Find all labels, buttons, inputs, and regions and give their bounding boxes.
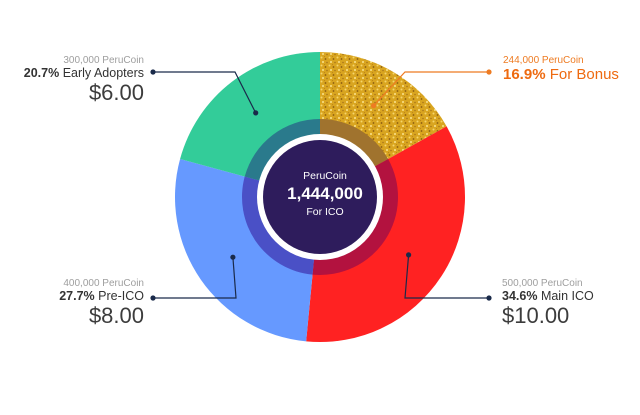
label-early-adopters: 300,000 PeruCoin 20.7% Early Adopters $6…	[24, 55, 144, 106]
percent-name-label: 16.9% For Bonus	[503, 66, 619, 83]
price-label: $8.00	[88, 303, 144, 328]
center-disc	[263, 140, 377, 254]
amount-label: 244,000 PeruCoin	[503, 55, 584, 66]
amount-label: 400,000 PeruCoin	[63, 278, 144, 289]
slice-name: For Bonus	[549, 66, 619, 83]
percent-value: 27.7%	[59, 289, 95, 303]
leader-dot-early-adopters	[150, 69, 156, 75]
leader-dot-main-ico	[486, 295, 492, 301]
leader-line-early-adopters	[153, 71, 257, 114]
slice-name: Main ICO	[540, 289, 594, 303]
leader-dot-pre-ico	[150, 295, 156, 301]
amount-label: 300,000 PeruCoin	[63, 55, 144, 66]
label-pre-ico: 400,000 PeruCoin 27.7% Pre-ICO $8.00	[59, 278, 144, 329]
price-label: $6.00	[88, 80, 144, 105]
center-label: PeruCoin 1,444,000 For ICO	[260, 170, 390, 218]
leader-dot-for-bonus	[371, 103, 377, 109]
amount-label: 500,000 PeruCoin	[502, 278, 583, 289]
percent-value: 20.7%	[23, 66, 60, 80]
percent-name-label: 20.7% Early Adopters	[24, 66, 144, 80]
leader-dot-early-adopters	[253, 110, 259, 116]
percent-value: 34.6%	[502, 289, 538, 303]
slice-name: Early Adopters	[62, 66, 144, 80]
leader-dot-for-bonus	[486, 69, 492, 75]
leader-line-main-ico	[404, 254, 489, 299]
leader-dot-pre-ico	[230, 254, 236, 260]
slice-name: Pre-ICO	[98, 289, 144, 303]
center-bottom-text: For ICO	[306, 206, 344, 218]
percent-name-label: 34.6% Main ICO	[502, 289, 594, 303]
percent-name-label: 27.7% Pre-ICO	[59, 289, 144, 303]
percent-value: 16.9%	[503, 66, 546, 83]
label-main-ico: 500,000 PeruCoin 34.6% Main ICO $10.00	[502, 278, 594, 329]
label-for-bonus: 244,000 PeruCoin 16.9% For Bonus	[503, 55, 619, 83]
leader-dot-main-ico	[406, 252, 412, 258]
center-total: 1,444,000	[287, 184, 363, 203]
leader-line-for-bonus	[373, 71, 489, 107]
leader-line-pre-ico	[153, 257, 237, 299]
price-label: $10.00	[502, 303, 570, 328]
center-top-text: PeruCoin	[303, 170, 347, 182]
